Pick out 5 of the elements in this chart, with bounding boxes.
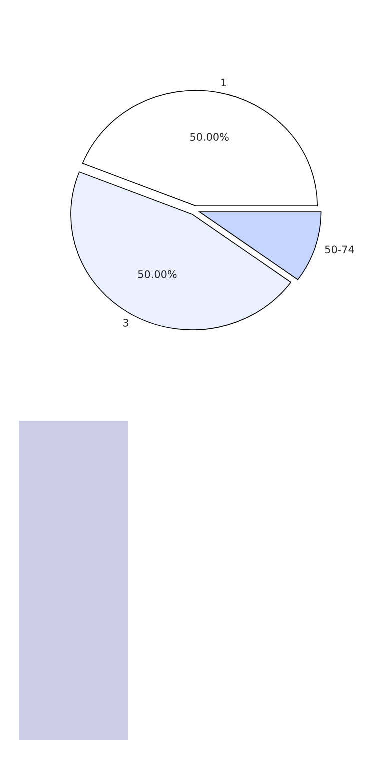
slice-label: 1 <box>222 78 226 86</box>
text: 50.00% <box>190 133 229 142</box>
text: 50.00% <box>138 270 177 278</box>
slice-label: 3 <box>124 319 129 327</box>
slice-label: 50-74 <box>325 246 354 254</box>
